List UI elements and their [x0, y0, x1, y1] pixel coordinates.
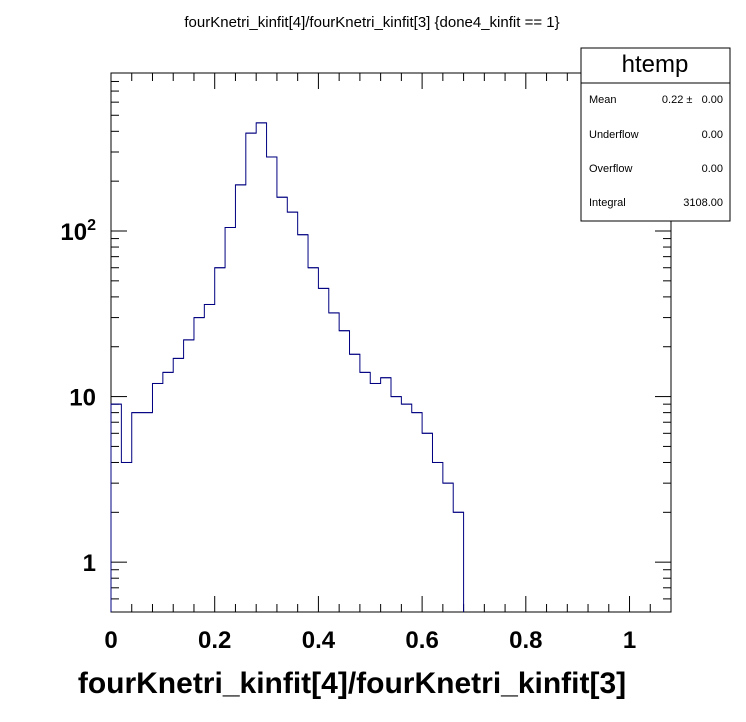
y-tick-label-exponent: 2	[87, 217, 96, 234]
histogram-bins	[111, 122, 464, 513]
x-tick-label: 0.4	[302, 627, 336, 654]
stat-underflow-value: 0.00	[702, 129, 723, 141]
stat-integral-value: 3108.00	[683, 197, 723, 209]
x-axis-label: fourKnetri_kinfit[4]/fourKnetri_kinfit[3…	[78, 667, 626, 700]
y-tick-label-base: 10	[60, 219, 87, 246]
x-tick-label: 1	[623, 627, 636, 654]
x-tick-label: 0	[104, 627, 117, 654]
stats-box-frame	[580, 47, 731, 222]
y-tick-label: 10	[69, 385, 96, 412]
stat-mean-label: Mean	[589, 94, 617, 106]
stat-underflow-label: Underflow	[589, 129, 639, 141]
stats-box-title: htemp	[622, 51, 689, 78]
stat-overflow-label: Overflow	[589, 163, 632, 175]
y-tick-label: 1	[83, 550, 96, 577]
x-tick-label: 0.6	[405, 627, 438, 654]
stats-box: htemp Mean 0.22 ± 0.00 Underflow 0.00 Ov…	[580, 47, 731, 222]
y-tick-label: 102	[60, 217, 96, 246]
x-tick-label: 0.8	[509, 627, 542, 654]
x-tick-label: 0.2	[198, 627, 231, 654]
stat-mean-value: 0.22 ± 0.00	[662, 94, 723, 106]
histogram-line	[110, 122, 465, 612]
stat-overflow-value: 0.00	[702, 163, 723, 175]
chart-title: fourKnetri_kinfit[4]/fourKnetri_kinfit[3…	[184, 14, 559, 31]
plot-frame	[110, 72, 672, 613]
stat-integral-label: Integral	[589, 197, 626, 209]
